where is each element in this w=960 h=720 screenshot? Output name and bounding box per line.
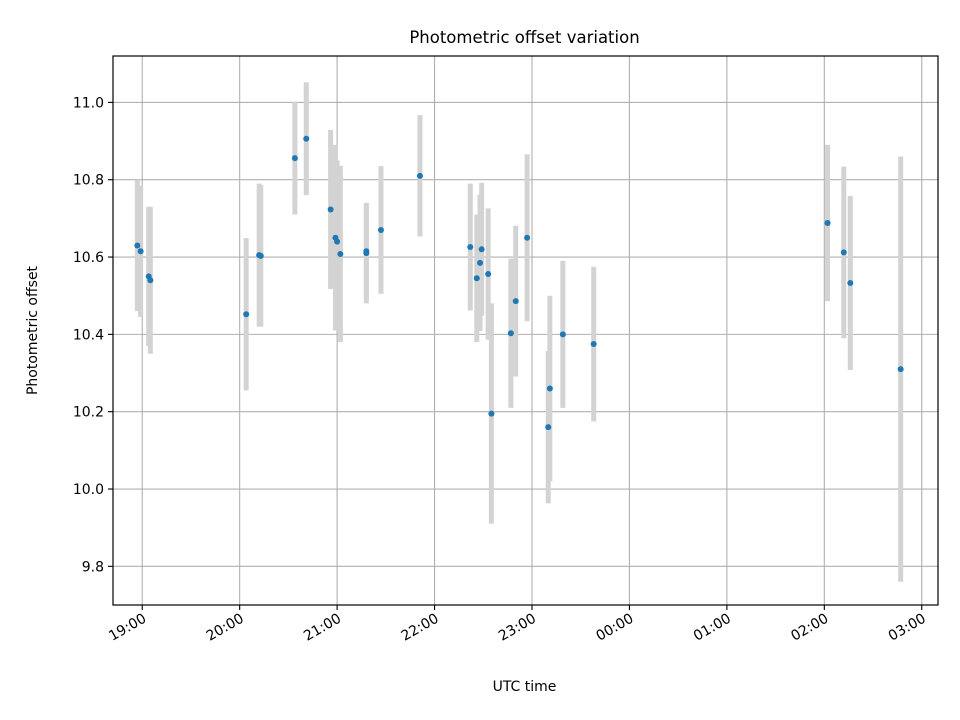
y-axis-label: Photometric offset — [25, 265, 41, 395]
y-tick-label: 10.4 — [73, 327, 104, 343]
data-point — [327, 206, 334, 213]
data-point — [337, 250, 344, 257]
y-tick-label: 10.8 — [73, 173, 104, 189]
y-tick-label: 11.0 — [73, 95, 104, 111]
data-point — [507, 330, 514, 337]
data-point — [477, 259, 484, 266]
data-point — [485, 271, 492, 278]
data-point — [416, 172, 423, 179]
y-tick-label: 10.0 — [73, 482, 104, 498]
data-point — [546, 385, 553, 392]
data-point — [824, 220, 831, 227]
data-point — [524, 234, 531, 241]
data-point — [303, 135, 310, 142]
data-point — [243, 311, 250, 318]
data-points — [134, 135, 904, 431]
data-point — [291, 155, 298, 162]
data-point — [847, 279, 854, 286]
y-tick-label: 9.8 — [82, 559, 104, 575]
data-point — [257, 252, 264, 259]
chart-title: Photometric offset variation — [409, 28, 639, 47]
data-point — [590, 341, 597, 348]
data-point — [334, 238, 341, 245]
y-tick-label: 10.2 — [73, 405, 104, 421]
data-point — [134, 242, 141, 249]
data-point — [512, 298, 519, 305]
data-point — [840, 249, 847, 256]
data-point — [545, 424, 552, 431]
data-point — [897, 366, 904, 373]
data-point — [488, 410, 495, 417]
data-point — [363, 250, 370, 257]
y-tick-label: 10.6 — [73, 250, 104, 266]
data-point — [478, 246, 485, 253]
data-point — [473, 275, 480, 282]
plot-frame — [112, 55, 939, 606]
x-axis-label: UTC time — [493, 679, 557, 695]
data-point — [377, 226, 384, 233]
data-point — [147, 277, 154, 284]
data-point — [467, 243, 474, 250]
data-point — [137, 248, 144, 255]
data-point — [559, 331, 566, 338]
